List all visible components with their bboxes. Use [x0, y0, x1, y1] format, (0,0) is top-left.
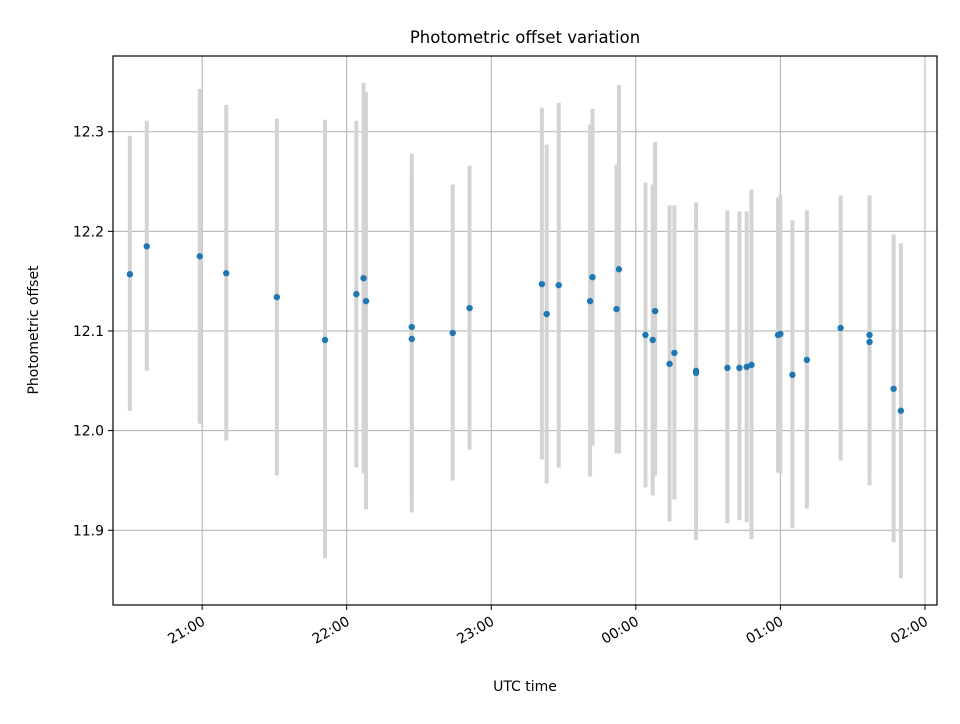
data-point — [743, 363, 750, 371]
data-point — [666, 360, 673, 368]
data-point — [586, 297, 594, 305]
data-point — [449, 329, 456, 337]
data-point — [777, 330, 784, 338]
data-point — [866, 338, 873, 346]
y-axis-ticks: 11.9 12.0 12.1 12.2 12.3 — [73, 125, 113, 539]
data-point — [890, 385, 897, 392]
data-point — [408, 323, 415, 331]
data-point — [615, 266, 623, 273]
data-point — [671, 349, 678, 357]
data-point — [408, 335, 415, 343]
data-point — [273, 293, 281, 301]
data-point — [692, 367, 700, 375]
data-point — [466, 304, 473, 312]
chart-title: Photometric offset variation — [410, 28, 640, 47]
data-point — [555, 281, 562, 289]
data-point — [803, 356, 811, 364]
y-tick-label: 12.3 — [73, 125, 104, 141]
data-point — [353, 290, 360, 298]
data-point — [589, 273, 596, 281]
data-point — [321, 336, 329, 344]
data-point — [897, 407, 905, 414]
x-axis-label: UTC time — [493, 679, 557, 695]
y-tick-label: 12.0 — [73, 424, 104, 440]
data-point — [724, 364, 731, 372]
data-point — [866, 331, 873, 339]
data-point — [196, 253, 203, 260]
data-point — [223, 270, 230, 277]
y-tick-label: 12.1 — [73, 324, 104, 340]
y-axis-label: Photometric offset — [26, 265, 42, 395]
data-point — [126, 271, 134, 278]
data-point — [362, 297, 370, 305]
data-point — [736, 364, 743, 372]
data-point — [360, 274, 367, 282]
data-point — [748, 361, 755, 369]
data-point — [613, 305, 620, 313]
data-point — [538, 280, 546, 288]
data-point — [789, 371, 796, 379]
y-tick-label: 12.2 — [73, 224, 104, 240]
data-point — [649, 336, 656, 344]
data-point — [642, 331, 649, 339]
data-point — [837, 324, 844, 332]
data-point — [143, 243, 150, 250]
data-point — [543, 310, 550, 318]
data-points — [126, 243, 905, 414]
data-point — [651, 307, 659, 315]
y-tick-label: 11.9 — [73, 523, 104, 539]
